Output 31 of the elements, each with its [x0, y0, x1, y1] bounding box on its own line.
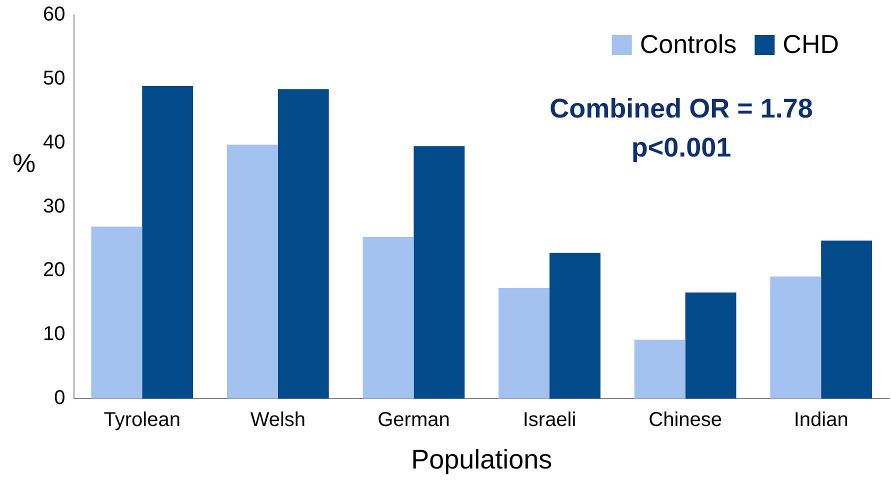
bar — [142, 86, 194, 399]
x-axis-title: Populations — [411, 444, 552, 474]
x-tick-label: Indian — [794, 409, 848, 432]
bar — [227, 144, 278, 399]
bar — [770, 276, 822, 399]
bar — [498, 288, 550, 399]
legend-label: Controls — [640, 29, 737, 60]
bar — [550, 252, 600, 399]
bar — [278, 89, 329, 399]
x-tick-label: German — [378, 409, 450, 432]
x-tick-label: Chinese — [648, 409, 722, 432]
x-tick-label: Tyrolean — [104, 409, 180, 432]
bar — [685, 292, 736, 399]
y-tick-label: 50 — [42, 67, 66, 90]
legend-label: CHD — [782, 29, 840, 60]
y-axis-title: % — [12, 148, 36, 178]
y-tick-label: 40 — [42, 131, 66, 154]
y-tick-label: 60 — [42, 4, 66, 26]
bar — [414, 146, 465, 399]
bar — [91, 226, 142, 399]
y-tick-label: 0 — [54, 387, 66, 410]
y-tick-label: 10 — [42, 323, 66, 346]
y-tick-label: 30 — [42, 195, 66, 218]
bar — [821, 240, 872, 399]
bar — [634, 340, 686, 399]
annotation: Combined OR = 1.78 — [550, 93, 813, 124]
x-tick-label: Welsh — [250, 409, 306, 432]
annotation: p<0.001 — [631, 132, 732, 162]
bar — [362, 236, 414, 399]
x-tick-label: Israeli — [522, 409, 576, 432]
y-tick-label: 20 — [42, 259, 66, 282]
